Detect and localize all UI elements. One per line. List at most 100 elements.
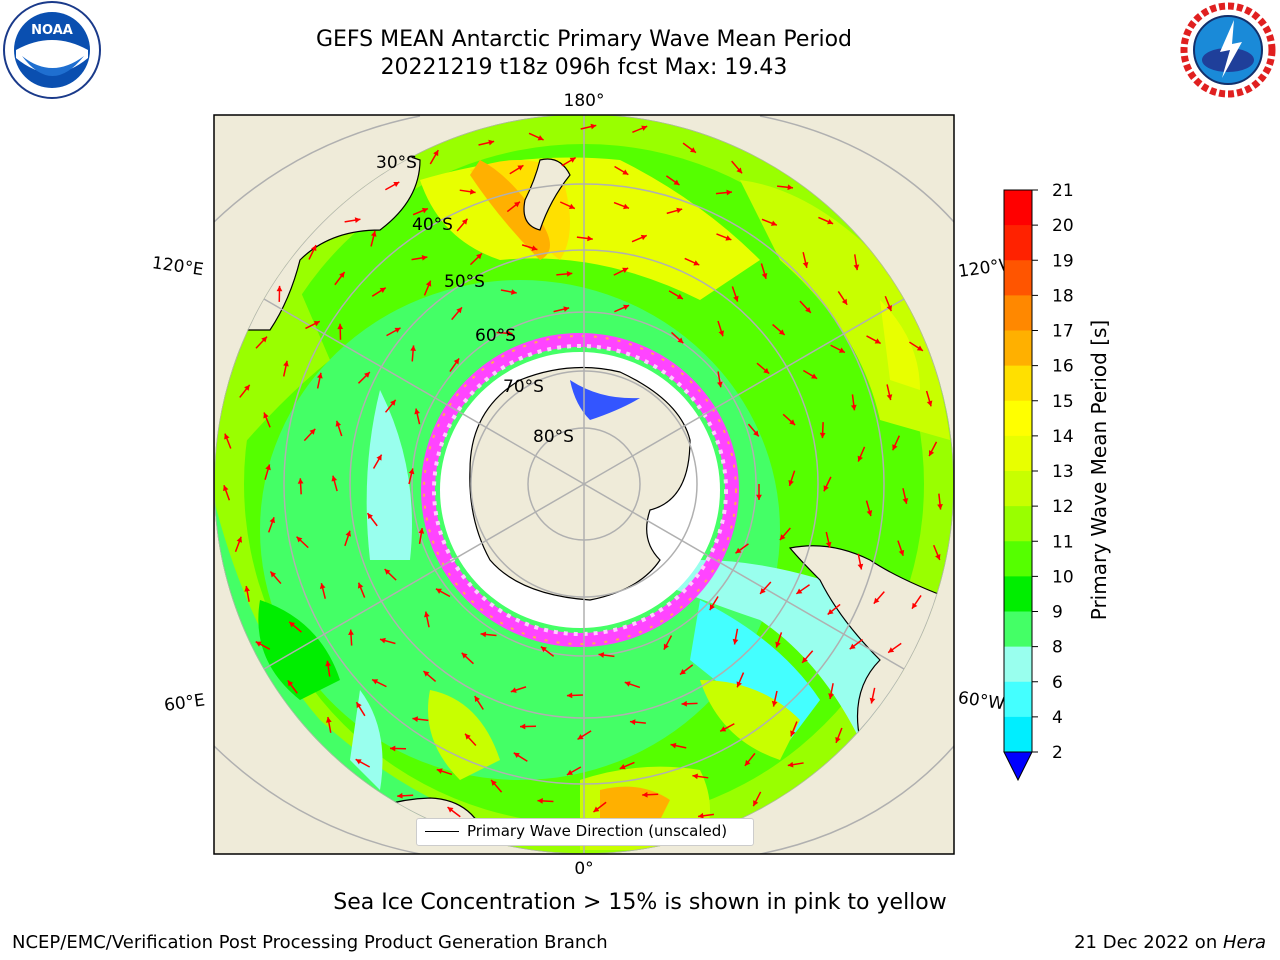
- colorbar-segment: [1004, 260, 1032, 296]
- colorbar-tick-label: 20: [1052, 216, 1074, 236]
- colorbar-tick-label: 8: [1052, 638, 1063, 658]
- wave-arrow-head: [593, 806, 600, 813]
- wave-arrow-head: [325, 660, 331, 667]
- wave-arrow-head: [393, 181, 400, 188]
- lat-label-30s: 30°S: [376, 153, 417, 173]
- wave-arrow-head: [421, 255, 428, 261]
- wave-arrow-head: [819, 432, 826, 439]
- wave-arrow-head: [732, 638, 739, 645]
- wave-arrow-head: [289, 621, 296, 628]
- lon-label-60w: 60°W: [957, 688, 1006, 714]
- colorbar-segment: [1004, 541, 1032, 577]
- wave-arrow-head: [640, 234, 647, 241]
- colorbar-segment: [1004, 435, 1032, 472]
- colorbar-segment: [1004, 400, 1032, 437]
- wave-arrow-head: [236, 536, 243, 543]
- wave-arrow-head: [456, 307, 462, 314]
- wave-arrow-head: [886, 305, 892, 312]
- wave-arrow-head: [348, 629, 354, 636]
- wave-arrow-head: [886, 394, 893, 401]
- wave-arrow-head: [681, 700, 687, 707]
- wave-arrow-head: [410, 345, 416, 351]
- wave-arrow-head: [761, 272, 768, 279]
- sea-ice-ring: [421, 333, 739, 647]
- colorbar-label: Primary Wave Mean Period [s]: [1087, 320, 1111, 621]
- wave-arrow-head: [587, 235, 593, 242]
- wave-arrow-head: [517, 165, 524, 171]
- wave-arrow-head: [693, 260, 700, 266]
- wave-arrow-head: [937, 504, 943, 510]
- wave-arrow-head: [718, 330, 725, 337]
- wave-arrow-head: [276, 285, 283, 292]
- wave-arrow-head: [461, 652, 468, 659]
- wave-arrow-head: [414, 408, 420, 415]
- colorbar-tick-label: 10: [1052, 567, 1074, 587]
- wave-arrow-head: [796, 588, 803, 594]
- colorbar-tick-label: 6: [1052, 673, 1063, 693]
- wave-arrow-head: [717, 381, 723, 388]
- wave-arrow-head: [510, 687, 517, 693]
- colorbar-extend-arrow: [1003, 751, 1033, 782]
- wave-arrow-head: [469, 188, 476, 195]
- wave-arrow-head: [412, 716, 419, 722]
- wave-direction-arrows: [223, 123, 943, 846]
- wave-arrow-head: [319, 583, 326, 589]
- wave-arrow-head: [531, 245, 538, 251]
- colorbar-tick-label: 13: [1052, 462, 1074, 482]
- wave-arrow-head: [379, 637, 386, 644]
- wave-arrow-head: [857, 563, 864, 570]
- wave-arrow-head: [270, 571, 277, 578]
- wave-arrow-head: [811, 373, 818, 379]
- noaa-logo: NOAA: [3, 1, 101, 99]
- wave-arrow-head: [802, 261, 809, 268]
- wave-arrow-head: [394, 327, 401, 333]
- wave-arrow-head: [753, 800, 759, 807]
- colorbar-tick-label: 15: [1052, 392, 1074, 412]
- wave-arrow-head: [788, 479, 794, 486]
- legend-line-swatch: [425, 831, 459, 832]
- wave-arrow-head: [421, 207, 428, 214]
- wave-arrow-head: [577, 734, 584, 740]
- colorbar-segment: [1004, 295, 1032, 331]
- wave-arrow-head: [775, 641, 781, 648]
- wave-arrow-head: [287, 680, 294, 687]
- wave-arrow-head: [853, 264, 860, 271]
- wave-arrow-head: [357, 582, 364, 589]
- wave-arrow-head: [356, 702, 362, 709]
- wave-arrow-head: [763, 367, 770, 374]
- wave-arrow-head: [537, 135, 544, 141]
- wave-arrow-head: [569, 157, 576, 163]
- lon-label-120e: 120°E: [151, 253, 205, 280]
- colorbar-tick-label: 2: [1052, 743, 1063, 763]
- wave-arrow-head: [898, 549, 905, 556]
- colorbar-segment: [1004, 190, 1032, 226]
- colorbar-tick-label: 18: [1052, 286, 1074, 306]
- wave-arrow-head: [619, 763, 626, 770]
- wave-arrow-head: [629, 719, 636, 725]
- colorbar-segment: [1004, 611, 1032, 648]
- wave-arrow-head: [874, 338, 881, 344]
- wave-arrow-head: [433, 150, 439, 157]
- wave-arrow-head: [787, 761, 794, 768]
- wave-arrow-head: [223, 485, 229, 492]
- wave-arrow-head: [736, 681, 742, 688]
- wave-arrow-head: [676, 293, 683, 299]
- colorbar-segment: [1004, 365, 1032, 402]
- wave-arrow-head: [261, 336, 268, 343]
- wave-arrow-head: [372, 679, 379, 685]
- wave-arrow-head: [566, 769, 573, 775]
- wave-arrow-head: [590, 123, 597, 130]
- wave-arrow-head: [689, 147, 696, 153]
- wave-arrow-head: [827, 608, 834, 615]
- wave-arrow-head: [670, 742, 677, 749]
- wave-arrow-head: [778, 329, 785, 335]
- wave-arrow-head: [491, 780, 497, 786]
- lat-label-70s: 70°S: [503, 377, 544, 397]
- wave-arrow-head: [513, 752, 520, 759]
- wave-arrow-head: [725, 235, 732, 241]
- wave-arrow-head: [825, 541, 832, 548]
- wave-arrow-head: [390, 399, 396, 406]
- wave-arrow-head: [408, 468, 415, 475]
- wave-arrow-head: [269, 517, 275, 524]
- wave-arrow-head: [676, 207, 683, 214]
